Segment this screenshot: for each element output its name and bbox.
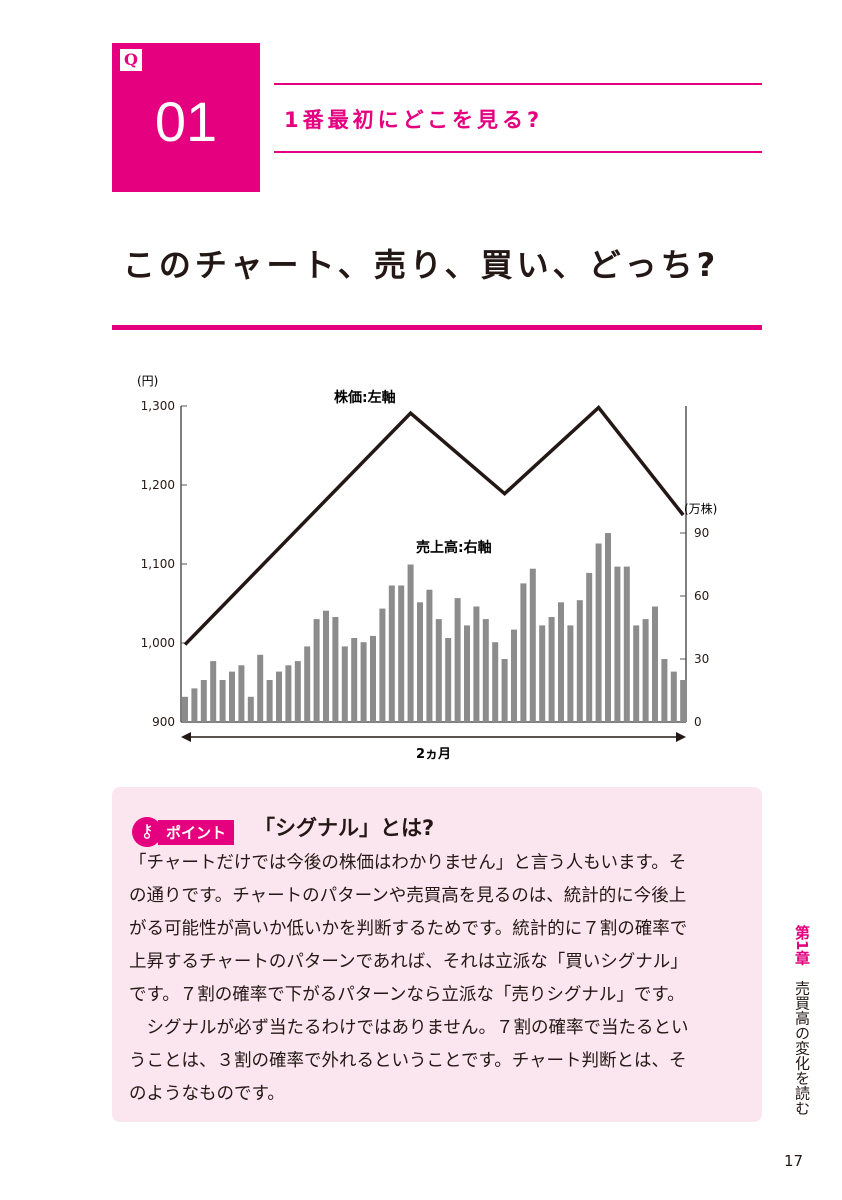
volume-bar [539, 625, 546, 722]
volume-bar [182, 696, 188, 722]
volume-bar [229, 671, 235, 722]
volume-bar [482, 619, 489, 722]
body-line: がる可能性が高いか低いかを判断するためです。統計的に７割の確率で [129, 919, 688, 939]
question-number: 01 [154, 90, 218, 153]
volume-bar [276, 671, 282, 722]
key-icon: ⚷ [132, 817, 162, 847]
volume-bar [464, 625, 470, 722]
page-title: このチャート、売り、買い、どっち? [122, 246, 720, 284]
volume-bar [680, 680, 687, 722]
volume-bar [210, 661, 217, 722]
volume-bar [548, 617, 555, 722]
right-tick-label: 60 [694, 589, 709, 603]
volume-bar [323, 610, 329, 722]
volume-bar [473, 606, 480, 722]
price-legend: 株価:左軸 [334, 389, 396, 406]
price-line [183, 405, 685, 646]
page-number: 17 [784, 1152, 804, 1170]
volume-bar [520, 583, 527, 722]
left-tick-label: 1,000 [141, 636, 175, 650]
divider [274, 151, 762, 153]
volume-bar [567, 625, 574, 722]
volume-bar [219, 680, 226, 722]
left-tick-label: 900 [152, 715, 175, 729]
body-line: の通りです。チャートのパターンや売買高を見るのは、統計的に今後上 [129, 886, 687, 906]
volume-bar [529, 568, 536, 722]
volume-bar [586, 572, 593, 722]
body-line: 「チャートだけでは今後の株価はわかりません」と言う人もいます。そ [129, 853, 687, 873]
right-axis-unit: (万株) [684, 501, 717, 516]
arrow-left-icon [181, 732, 191, 742]
right-tick-label: 0 [694, 715, 702, 729]
volume-bar [370, 635, 376, 722]
left-tick-label: 1,300 [141, 399, 175, 413]
left-tick-label: 1,200 [141, 478, 175, 492]
volume-bar [360, 642, 367, 722]
volume-bar [605, 533, 611, 722]
divider [274, 83, 762, 85]
body-line: シグナルが必ず当たるわけではありません。７割の確率で当たるとい [129, 1018, 689, 1038]
volume-bar [388, 585, 395, 722]
volume-bar [285, 665, 292, 722]
chapter-label: 第1章 [793, 925, 811, 966]
volume-bar [247, 696, 254, 722]
question-badge: Q 01 [112, 43, 260, 192]
volume-bar [633, 625, 640, 722]
volume-bar [652, 606, 658, 722]
question-title: 1番最初にどこを見る? [284, 108, 544, 132]
volume-bar [266, 680, 273, 722]
volume-bar [642, 619, 649, 722]
volume-bar [670, 671, 677, 722]
volume-legend: 売上高:右軸 [416, 539, 492, 556]
title-rule [112, 325, 762, 330]
right-tick-label: 30 [694, 652, 709, 666]
volume-bar [257, 654, 264, 722]
volume-bar [417, 602, 423, 722]
volume-bar [501, 659, 508, 722]
volume-bar [200, 680, 207, 722]
volume-bar [351, 638, 358, 722]
volume-bar [304, 646, 311, 722]
volume-bar [623, 566, 630, 722]
left-tick-label: 1,100 [141, 557, 175, 571]
x-axis-label: 2ヵ月 [416, 747, 451, 762]
point-body: 「チャートだけでは今後の株価はわかりません」と言う人もいます。そ の通りです。チャ… [129, 847, 754, 1111]
body-line: のようなものです。 [129, 1084, 285, 1104]
volume-bar [454, 598, 461, 722]
volume-bar [238, 665, 245, 722]
chart: 1,300 1,200 1,100 1,000 900 90 60 30 0 (円) (万株) 株価:… [137, 374, 717, 762]
chapter-side: 第1章 売買高の変化を読む [789, 925, 811, 1115]
volume-bar [407, 564, 414, 722]
q-label: Q [120, 49, 142, 71]
volume-bar [492, 642, 499, 722]
volume-bar [294, 661, 301, 722]
body-line: うことは、３割の確率で外れるということです。チャート判断とは、そ [129, 1051, 687, 1071]
body-line: 上昇するチャートのパターンであれば、それは立派な「買いシグナル」 [129, 952, 688, 972]
volume-bar [445, 638, 452, 722]
volume-bar [435, 619, 442, 722]
left-axis-unit: (円) [137, 374, 158, 388]
point-tag: ⚷ ポイント [132, 817, 235, 847]
volume-bar [398, 585, 405, 722]
point-heading: 「シグナル」とは? [254, 816, 435, 840]
volume-bar [661, 659, 668, 722]
volume-bar [191, 688, 198, 722]
body-line: です。７割の確率で下がるパターンなら立派な「売りシグナル」です。 [129, 985, 685, 1005]
volume-bar [313, 619, 320, 722]
volume-bar [614, 566, 621, 722]
volume-bar [341, 646, 348, 722]
right-tick-label: 90 [694, 526, 709, 540]
chapter-title: 売買高の変化を読む [793, 980, 811, 1116]
volume-bar [379, 608, 386, 722]
volume-bar [576, 600, 583, 722]
volume-bar [595, 543, 602, 722]
volume-bar [511, 629, 517, 722]
point-box: ⚷ ポイント 「シグナル」とは? 「チャートだけでは今後の株価はわかりません」と… [112, 787, 762, 1122]
volume-bar [426, 589, 433, 722]
point-label: ポイント [158, 819, 235, 845]
volume-bar [558, 602, 564, 722]
arrow-right-icon [676, 732, 686, 742]
volume-bar [332, 617, 339, 722]
